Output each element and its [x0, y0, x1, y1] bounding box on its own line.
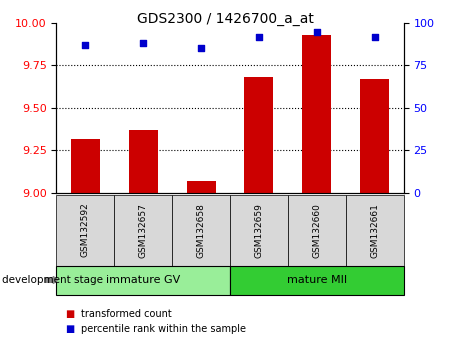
Text: GSM132660: GSM132660	[313, 202, 321, 258]
Bar	[129, 130, 158, 193]
Text: GSM132661: GSM132661	[370, 202, 379, 258]
Bar	[71, 138, 100, 193]
Text: ■: ■	[65, 324, 75, 334]
Text: GSM132659: GSM132659	[254, 202, 263, 258]
Text: development stage: development stage	[2, 275, 103, 285]
Point	[371, 34, 378, 39]
Point	[140, 41, 147, 46]
Text: GSM132658: GSM132658	[197, 202, 206, 258]
Text: mature MII: mature MII	[287, 275, 347, 285]
Bar	[187, 181, 216, 193]
Point	[198, 46, 205, 51]
Text: GSM132657: GSM132657	[139, 202, 147, 258]
Point	[255, 34, 262, 39]
Text: transformed count: transformed count	[81, 309, 172, 319]
Text: percentile rank within the sample: percentile rank within the sample	[81, 324, 246, 334]
Bar	[302, 35, 331, 193]
Text: ■: ■	[65, 309, 75, 319]
Bar	[360, 79, 389, 193]
Point	[313, 29, 320, 34]
Text: immature GV: immature GV	[106, 275, 180, 285]
Text: GDS2300 / 1426700_a_at: GDS2300 / 1426700_a_at	[137, 12, 314, 27]
Text: GSM132592: GSM132592	[81, 203, 90, 257]
Bar	[244, 78, 273, 193]
Point	[82, 42, 89, 48]
